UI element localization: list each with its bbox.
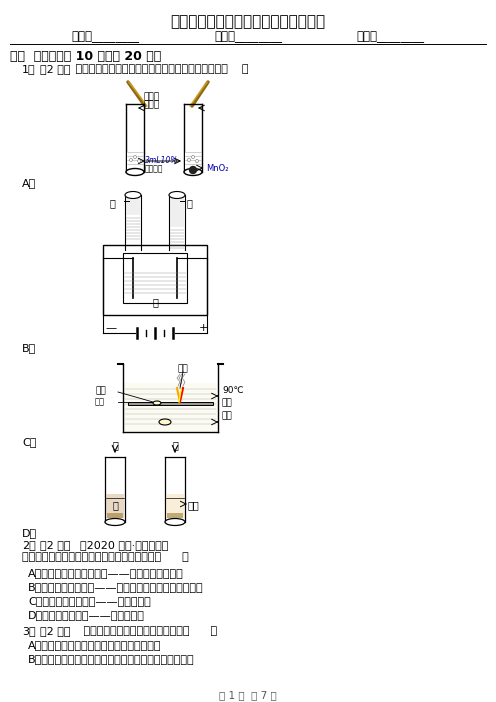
Text: A．: A． — [22, 178, 36, 188]
Bar — [126, 195, 140, 215]
Text: 成绩：________: 成绩：________ — [356, 30, 424, 43]
Text: （2 分）: （2 分） — [40, 64, 70, 74]
Text: D．石墨用于制电极——石墨能导电: D．石墨用于制电极——石墨能导电 — [28, 610, 145, 620]
Text: 白磷: 白磷 — [222, 411, 233, 420]
Bar — [127, 152, 143, 169]
Circle shape — [133, 156, 136, 159]
Text: B．: B． — [22, 343, 36, 353]
Bar — [124, 383, 217, 431]
Bar — [185, 152, 201, 169]
Bar — [128, 402, 213, 405]
Text: 热水: 热水 — [222, 398, 233, 407]
Text: （2020 九下·河西月考）: （2020 九下·河西月考） — [80, 540, 168, 550]
Text: 第 1 页  共 7 页: 第 1 页 共 7 页 — [219, 690, 277, 700]
Ellipse shape — [165, 519, 185, 526]
Ellipse shape — [169, 192, 185, 199]
Text: C．金刚石用于裁玻璃——金刚石很硬: C．金刚石用于裁玻璃——金刚石很硬 — [28, 596, 151, 606]
Text: 的双氧水: 的双氧水 — [145, 164, 164, 173]
Text: 碘: 碘 — [112, 440, 118, 450]
Text: 汽油: 汽油 — [188, 500, 200, 510]
Text: 的木条: 的木条 — [143, 100, 159, 109]
Bar — [123, 253, 187, 303]
Bar — [166, 494, 184, 518]
Text: 内蒙古八年级上学期化学期中考试试卷: 内蒙古八年级上学期化学期中考试试卷 — [171, 14, 325, 29]
Ellipse shape — [105, 519, 125, 526]
Text: A．呼出气体中氧气含量比空气中氧气含量小: A．呼出气体中氧气含量比空气中氧气含量小 — [28, 640, 162, 650]
Text: 下列物质的用途与其依据的性质不相符合的是（      ）: 下列物质的用途与其依据的性质不相符合的是（ ） — [22, 552, 189, 562]
Text: A．一氧化碳用于冶金工业——一氧化碳能够燃烧: A．一氧化碳用于冶金工业——一氧化碳能够燃烧 — [28, 568, 184, 578]
Text: +: + — [199, 323, 208, 333]
Ellipse shape — [153, 401, 161, 405]
Bar — [167, 513, 183, 518]
Circle shape — [187, 159, 190, 161]
Circle shape — [191, 156, 194, 159]
Text: 红磷: 红磷 — [178, 364, 188, 373]
Text: 90℃: 90℃ — [222, 386, 244, 395]
Text: 姓名：________: 姓名：________ — [71, 30, 139, 43]
Text: 甲: 甲 — [109, 198, 115, 208]
Circle shape — [195, 159, 198, 162]
Ellipse shape — [125, 192, 141, 199]
Text: 班级：________: 班级：________ — [214, 30, 282, 43]
Bar — [106, 494, 124, 518]
Ellipse shape — [159, 419, 171, 425]
Text: （2 分）: （2 分） — [40, 626, 70, 636]
Text: 白磷: 白磷 — [95, 386, 106, 395]
Text: 碘: 碘 — [172, 440, 178, 450]
Text: 水: 水 — [112, 500, 118, 510]
Text: 铜片: 铜片 — [95, 397, 105, 406]
Text: C．: C． — [22, 437, 36, 447]
Bar — [107, 513, 123, 518]
Bar — [103, 245, 207, 315]
Text: 下列问题的研究中，未利用对比实验思想方法的是（    ）: 下列问题的研究中，未利用对比实验思想方法的是（ ） — [72, 64, 248, 74]
Bar — [170, 195, 184, 227]
Text: D．: D． — [22, 528, 37, 538]
Circle shape — [189, 166, 196, 173]
Circle shape — [137, 159, 140, 162]
Text: B．干冰用于人工降雨——干冰易升华同时吸收大量的热: B．干冰用于人工降雨——干冰易升华同时吸收大量的热 — [28, 582, 204, 592]
Text: 2．: 2． — [22, 540, 36, 550]
Text: 下列有关氧气的叙述中，正确的是（      ）: 下列有关氧气的叙述中，正确的是（ ） — [80, 626, 217, 636]
Text: 带火星: 带火星 — [143, 92, 159, 101]
Text: MnO₂: MnO₂ — [206, 164, 229, 173]
Text: 3．: 3． — [22, 626, 36, 636]
Text: —: — — [105, 323, 116, 333]
Text: 乙: 乙 — [187, 198, 193, 208]
Text: 水: 水 — [152, 297, 158, 307]
Ellipse shape — [184, 168, 202, 176]
Text: 3mL10%: 3mL10% — [145, 156, 179, 165]
Text: B．空气中氧气含量的测定实验中，可以将红磷换成木炭: B．空气中氧气含量的测定实验中，可以将红磷换成木炭 — [28, 654, 194, 664]
Ellipse shape — [126, 168, 144, 176]
Text: 1．: 1． — [22, 64, 36, 74]
Text: 一、  单选题（共 10 题；共 20 分）: 一、 单选题（共 10 题；共 20 分） — [10, 50, 161, 63]
Circle shape — [129, 159, 132, 161]
Text: （2 分）: （2 分） — [40, 540, 70, 550]
